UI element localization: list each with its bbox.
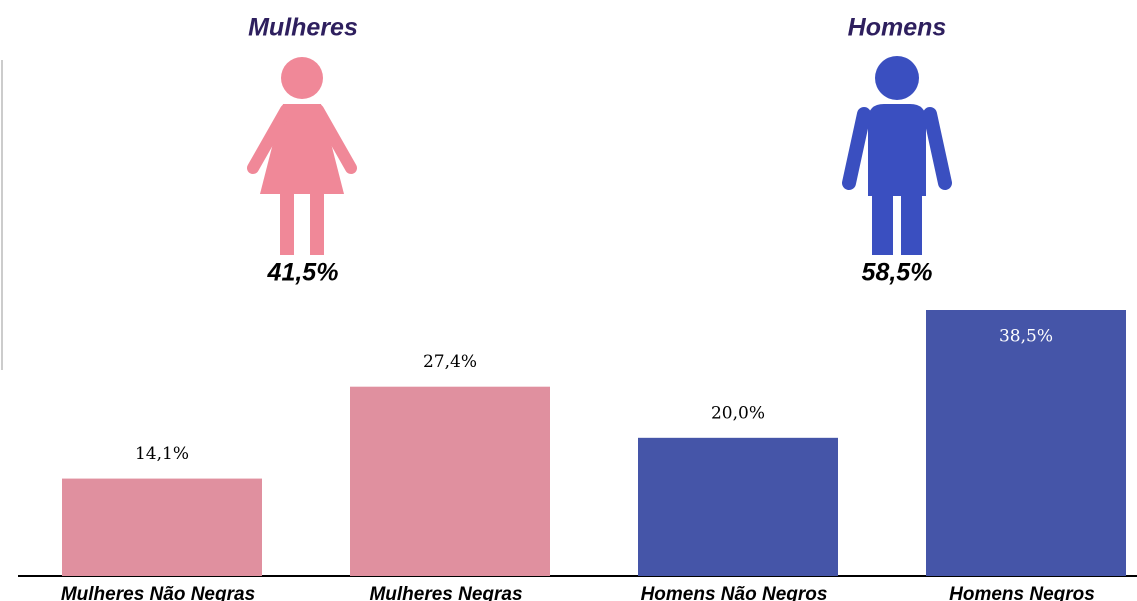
- icon-arm: [312, 104, 357, 174]
- icon-arm: [842, 107, 871, 190]
- icon-head: [875, 56, 919, 100]
- icon-torso: [868, 104, 926, 196]
- icon-arm: [247, 104, 292, 174]
- value-label: 14,1%: [135, 444, 189, 464]
- bar: [638, 437, 838, 576]
- icon-dress: [260, 104, 344, 194]
- group-total: 58,5%: [862, 259, 933, 287]
- icon-leg: [901, 190, 922, 255]
- icon-leg: [280, 190, 294, 255]
- icon-head: [281, 57, 323, 99]
- icon-leg: [872, 190, 893, 255]
- value-label: 27,4%: [423, 352, 477, 372]
- x-tick-label: Homens Não Negros: [641, 584, 828, 601]
- icon-arm: [923, 107, 952, 190]
- x-tick-label: Mulheres Não Negras: [61, 584, 255, 601]
- group-total: 41,5%: [267, 259, 339, 287]
- x-tick-label: Homens Negros: [949, 584, 1095, 601]
- bar: [62, 478, 262, 576]
- group-title: Homens: [848, 14, 947, 42]
- x-tick-label: Mulheres Negras: [369, 584, 522, 601]
- icon-leg: [310, 190, 324, 255]
- value-label: 38,5%: [999, 327, 1053, 347]
- bar: [926, 310, 1126, 576]
- group-icon: [247, 57, 357, 255]
- group-title: Mulheres: [248, 14, 358, 42]
- bar: [350, 386, 550, 576]
- group-icon: [842, 56, 952, 255]
- value-label: 20,0%: [711, 403, 765, 423]
